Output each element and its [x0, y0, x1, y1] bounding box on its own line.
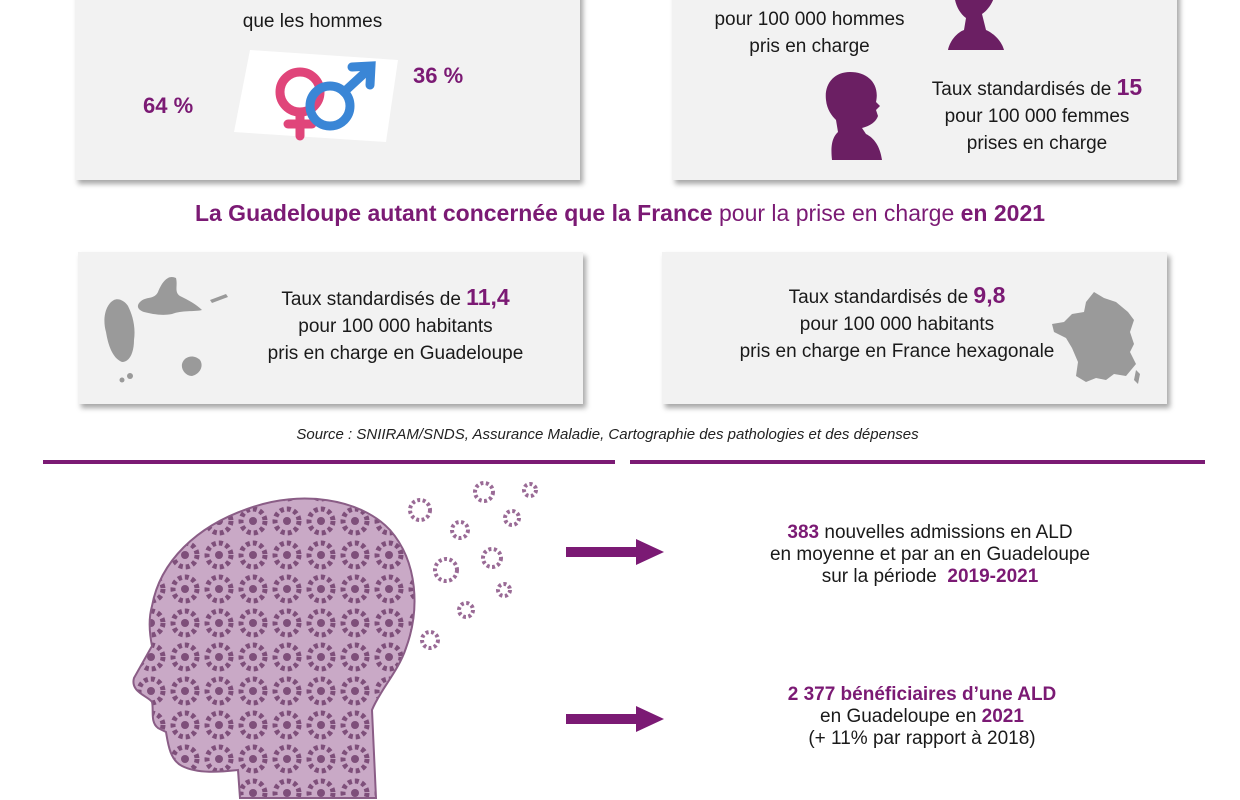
headline: La Guadeloupe autant concernée que la Fr… [0, 200, 1240, 227]
women-rate-line3: prises en charge [966, 133, 1108, 154]
arrow-right-icon [566, 539, 664, 565]
men-rate-line2: pris en charge [749, 36, 870, 57]
guadeloupe-rate-prefix: Taux standardisés de [281, 289, 467, 310]
beneficiaries-line2: en Guadeloupe en 2021 [692, 706, 1152, 728]
france-rate-text: Taux standardisés de 9,8 pour 100 000 ha… [702, 282, 1092, 365]
men-rate-text: pour 100 000 hommes pris en charge [672, 6, 947, 60]
women-rate-text: Taux standardisés de 15 pour 100 000 fem… [892, 74, 1182, 157]
headline-part2: pour la prise en charge [712, 200, 961, 226]
man-silhouette-icon [948, 0, 1004, 50]
headline-part3: en 2021 [960, 200, 1046, 226]
source-note: Source : SNIIRAM/SNDS, Assurance Maladie… [296, 426, 919, 443]
arrow-right-icon [566, 706, 664, 732]
pct-men: 36 % [413, 63, 464, 88]
admissions-period-prefix: sur la période [821, 566, 943, 587]
admissions-value: 383 [787, 522, 820, 543]
beneficiaries-line2-prefix: en Guadeloupe en [820, 706, 982, 727]
france-rate-line3: pris en charge en France hexagonale [739, 341, 1055, 362]
admissions-line2: en moyenne et par an en Guadeloupe [769, 544, 1091, 565]
france-rate-prefix: Taux standardisés de [788, 287, 974, 308]
guadeloupe-rate-text: Taux standardisés de 11,4 pour 100 000 h… [228, 284, 563, 367]
gender-symbols-icon [234, 50, 398, 142]
guadeloupe-map-icon [104, 276, 228, 383]
guadeloupe-rate-value: 11,4 [466, 284, 510, 310]
france-rate-line1: Taux standardisés de 9,8 [702, 282, 1092, 311]
women-rate-value: 15 [1116, 74, 1143, 100]
admissions-period: 2019-2021 [947, 566, 1039, 587]
france-card: Taux standardisés de 9,8 pour 100 000 ha… [662, 252, 1167, 404]
rates-card: pour 100 000 hommes pris en charge Taux … [672, 0, 1177, 180]
guadeloupe-rate-line2: pour 100 000 habitants [298, 316, 493, 337]
guadeloupe-rate-line3: pris en charge en Guadeloupe [267, 343, 524, 364]
head-gears-icon [132, 481, 538, 799]
beneficiaries-line1: 2 377 bénéficiaires d’une ALD [787, 684, 1057, 705]
admissions-line1: 383 nouvelles admissions en ALD [700, 522, 1160, 544]
pct-women: 64 % [143, 93, 194, 118]
guadeloupe-rate-line1: Taux standardisés de 11,4 [228, 284, 563, 313]
men-rate-line1: pour 100 000 hommes [714, 9, 905, 30]
women-rate-line2: pour 100 000 femmes [944, 106, 1130, 127]
gender-card: que les hommes 64 % 36 % [75, 0, 580, 180]
beneficiaries-info: 2 377 bénéficiaires d’une ALD en Guadelo… [692, 684, 1152, 750]
women-rate-prefix: Taux standardisés de [931, 79, 1117, 100]
guadeloupe-card: Taux standardisés de 11,4 pour 100 000 h… [78, 252, 583, 404]
women-rate-line1: Taux standardisés de 15 [892, 74, 1182, 103]
france-map-icon [1052, 292, 1140, 384]
admissions-line1-rest: nouvelles admissions en ALD [819, 522, 1073, 543]
divider-left [43, 460, 615, 464]
admissions-line3: sur la période 2019-2021 [700, 566, 1160, 588]
admissions-info: 383 nouvelles admissions en ALD en moyen… [700, 522, 1160, 588]
woman-silhouette-icon [825, 72, 882, 160]
gender-card-text: que les hommes [242, 11, 383, 32]
beneficiaries-line3: (+ 11% par rapport à 2018) [808, 728, 1036, 749]
beneficiaries-year: 2021 [981, 706, 1024, 727]
france-rate-line2: pour 100 000 habitants [799, 314, 995, 335]
france-rate-value: 9,8 [973, 282, 1006, 308]
headline-part1: La Guadeloupe autant concernée que la Fr… [194, 200, 713, 226]
divider-right [630, 460, 1205, 464]
